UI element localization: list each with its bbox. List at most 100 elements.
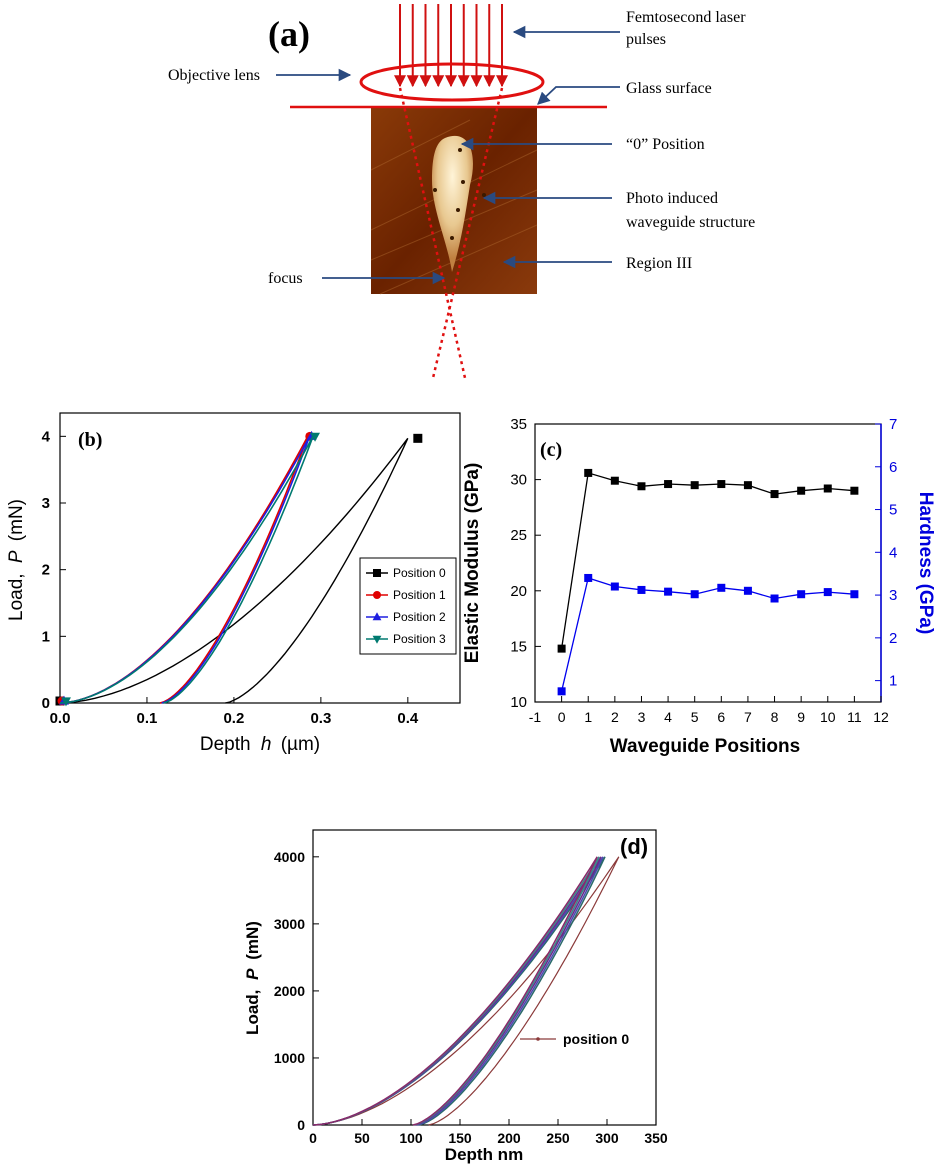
chart-b-legend-marker [372, 635, 382, 644]
chart-b-y-tick-label: 1 [42, 628, 50, 645]
chart-c-point-modulus [797, 486, 806, 495]
annotation-glass: Glass surface [537, 80, 712, 105]
chart-b-legend: Position 0 Position 1 Position 2 Position 3 [359, 557, 457, 655]
chart-c: (c) -1 0 1 2 3 4 5 6 7 8 9 10 11 12101520253035123456… [462, 416, 936, 757]
chart-d: (d) 0 50 100 150 200 250 300 350 0 1000 2000 3000 40… [243, 829, 668, 1164]
chart-c-y-tick-label-left: 15 [510, 638, 527, 655]
chart-c-x-tick-label: 10 [820, 709, 836, 725]
chart-c-x-tick-label: 7 [744, 709, 752, 725]
chart-b-y-tick-label: 4 [42, 428, 51, 445]
chart-c-point-hardness [797, 590, 806, 599]
chart-d-legend: position 0 [520, 1031, 629, 1047]
chart-c-plot-frame [534, 423, 882, 703]
waveguide-structure [432, 135, 473, 272]
chart-c-x-tick-label: 5 [691, 709, 699, 725]
chart-c-y-tick-label-right: 1 [889, 673, 897, 690]
chart-c-point-modulus [584, 468, 593, 477]
chart-c-x-tick-label: 11 [847, 709, 862, 725]
chart-b-legend-label: Position 2 [393, 610, 446, 624]
chart-c-point-hardness [850, 590, 859, 599]
chart-c-point-hardness [637, 585, 646, 594]
chart-d-y-tick-label: 1000 [274, 1050, 305, 1066]
chart-b-legend-marker [373, 591, 381, 599]
chart-c-series-line-hardness [560, 577, 855, 692]
chart-d-x-axis-label: Depth nm [445, 1145, 523, 1164]
chart-d-x-tick-label: 100 [399, 1130, 423, 1146]
annotation-waveguide: Photo induced waveguide structure [482, 190, 755, 231]
chart-d-y-tick-label: 4000 [274, 849, 305, 865]
chart-d-y-tick-label: 3000 [274, 916, 305, 932]
chart-b-x-tick-label: 0.0 [50, 710, 71, 727]
chart-b-y-tick-label: 2 [42, 562, 50, 579]
chart-c-point-modulus [610, 476, 619, 485]
chart-c-x-axis-label: Waveguide Positions [610, 736, 800, 757]
chart-b-y-tick-label: 3 [42, 495, 50, 512]
chart-b-y-tick-label: 0 [42, 695, 50, 712]
chart-c-x-tick-label: 8 [771, 709, 779, 725]
chart-c-y-axis-label-left: Elastic Modulus (GPa) [462, 463, 483, 664]
chart-c-point-modulus [743, 481, 752, 490]
chart-c-x-tick-label: 1 [584, 709, 592, 725]
chart-d-legend-label: position 0 [563, 1031, 629, 1047]
chart-c-point-hardness [690, 590, 699, 599]
chart-d-series-line-0 [312, 856, 620, 1126]
chart-c-point-modulus [557, 644, 566, 653]
chart-d-ticks: 0 50 100 150 200 250 300 350 0 1000 2000 3000 4000 [274, 849, 668, 1146]
chart-b-ylabel-var: P [6, 550, 27, 563]
chart-c-y-tick-label-left: 10 [510, 694, 527, 711]
chart-c-point-modulus [717, 480, 726, 489]
chart-c-y-tick-label-right: 4 [889, 544, 897, 561]
chart-d-series-line-5 [312, 856, 598, 1126]
chart-b-point-max-3 [310, 432, 320, 442]
objective-lens [359, 62, 545, 102]
chart-c-point-hardness [610, 582, 619, 591]
chart-b-xlabel-text: Depth [200, 734, 251, 755]
chart-d-legend-marker [536, 1037, 540, 1041]
chart-c-x-tick-label: 3 [638, 709, 646, 725]
chart-c-series-line-modulus [560, 472, 855, 649]
chart-d-x-tick-label: 250 [546, 1130, 570, 1146]
chart-c-point-hardness [557, 687, 566, 696]
chart-c-y-axis-label-right: Hardness (GPa) [915, 492, 936, 635]
chart-d-y-axis-label: Load, P (mN) [243, 921, 262, 1035]
chart-d-x-tick-label: 350 [644, 1130, 668, 1146]
annotation-laser-line-1: Femtosecond laser [626, 9, 746, 26]
chart-c-x-tick-label: 4 [664, 709, 672, 725]
chart-c-point-modulus [850, 486, 859, 495]
chart-b-series [55, 430, 423, 707]
focus-cone [398, 87, 504, 379]
chart-b-x-axis-label: Depth h (µm) [200, 734, 320, 755]
annotation-waveguide-line-1: Photo induced [626, 190, 718, 207]
chart-d-x-tick-label: 200 [497, 1130, 521, 1146]
chart-b-series-line-3 [59, 435, 314, 704]
annotation-zero-text: “0” Position [626, 136, 705, 153]
chart-b-x-tick-label: 0.4 [397, 710, 419, 727]
chart-b-plot-frame [59, 412, 461, 704]
chart-d-series [312, 856, 620, 1126]
chart-c-point-modulus [690, 481, 699, 490]
chart-c-y-tick-label-right: 7 [889, 416, 897, 433]
chart-b-point-origin-3 [61, 697, 71, 707]
chart-c-x-tick-label: -1 [529, 709, 542, 725]
chart-c-x-tick-label: 12 [873, 709, 889, 725]
annotation-region: Region III [502, 255, 692, 272]
chart-c-y-tick-label-right: 5 [889, 502, 897, 519]
chart-c-y-tick-label-right: 2 [889, 630, 897, 647]
chart-c-y-tick-label-right: 3 [889, 587, 897, 604]
chart-c-y-tick-label-left: 20 [510, 583, 527, 600]
chart-b-xlabel-unit: (µm) [281, 734, 320, 755]
chart-d-y-tick-label: 2000 [274, 983, 305, 999]
chart-b-ticks: 0.0 0.1 0.2 0.3 0.4 0 1 2 3 4 [42, 428, 419, 727]
annotation-focus: focus [268, 270, 446, 287]
annotation-focus-text: focus [268, 270, 303, 287]
chart-c-point-hardness [664, 587, 673, 596]
annotation-laser-line-2: pulses [626, 31, 666, 48]
chart-b-legend-label: Position 1 [393, 588, 446, 602]
chart-d-panel-label: (d) [620, 834, 648, 859]
chart-b: (b) 0.0 0.1 0.2 0.3 0.4 0 1 2 3 4 Depth h (µm) Lo… [6, 412, 461, 755]
annotation-region-text: Region III [626, 255, 692, 272]
chart-c-series [557, 468, 859, 696]
annotation-laser: Femtosecond laser pulses [512, 9, 746, 48]
